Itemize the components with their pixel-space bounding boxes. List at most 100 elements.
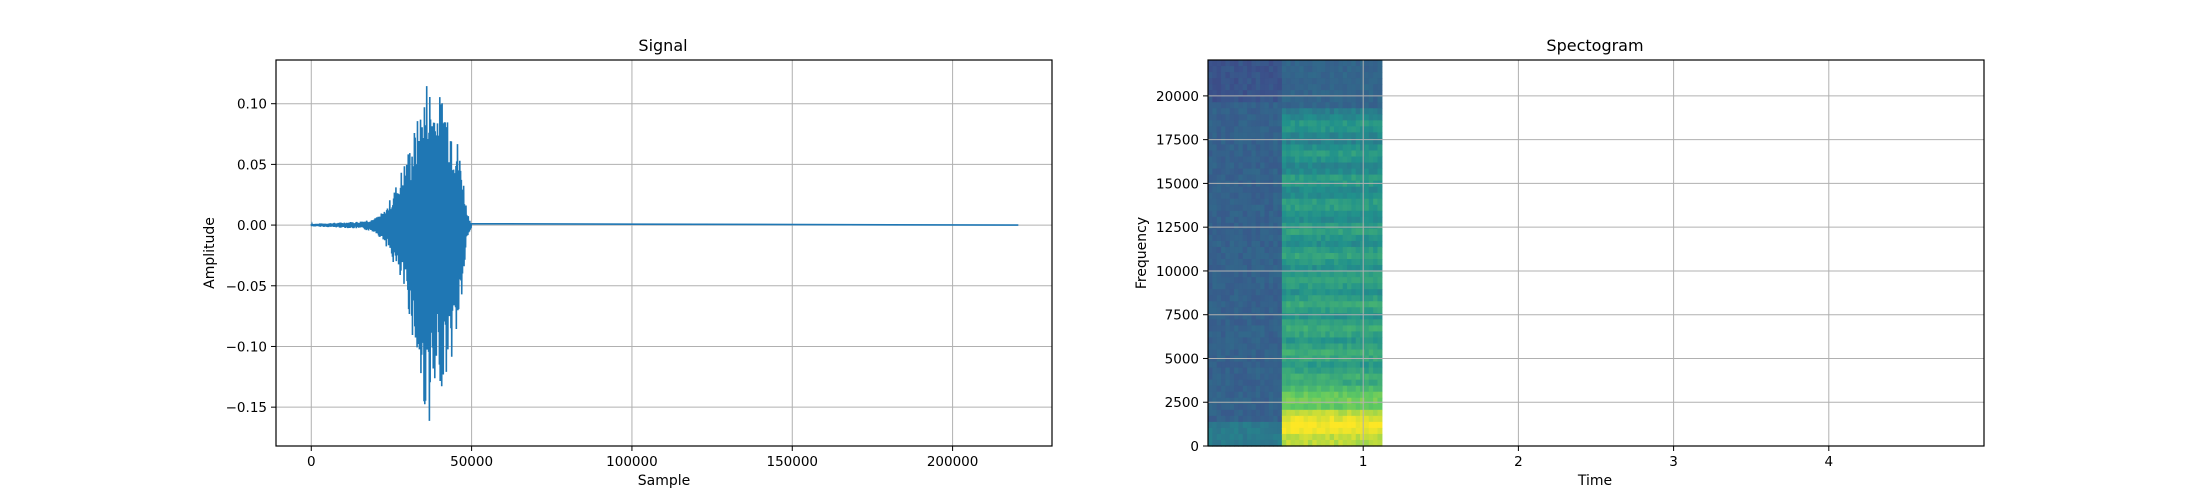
spectrogram-cell (1238, 66, 1244, 73)
spectrogram-cell (1329, 192, 1335, 200)
spectrogram-cell (1225, 295, 1231, 302)
spectrogram-cell (1238, 337, 1244, 345)
spectrogram-cell (1234, 439, 1240, 447)
spectrogram-cell (1221, 66, 1226, 73)
spectrogram-cell (1216, 391, 1222, 399)
spectrogram-cell (1312, 313, 1318, 320)
spectrogram-cell (1303, 313, 1309, 320)
spectrogram-cell (1260, 259, 1266, 266)
spectrogram-cell (1260, 174, 1266, 182)
spectrogram-cell (1225, 168, 1231, 176)
spectrogram-cell (1329, 66, 1335, 73)
spectrogram-cell (1368, 277, 1374, 284)
spectrogram-cell (1316, 222, 1322, 230)
spectrogram-cell (1247, 253, 1253, 260)
spectrogram-cell (1242, 427, 1248, 435)
spectrogram-cell (1281, 409, 1287, 417)
spectrogram-cell (1347, 283, 1353, 290)
spectrogram-cell (1255, 72, 1261, 79)
spectrogram-cell (1260, 379, 1266, 387)
spectrogram-cell (1234, 156, 1240, 164)
spectrogram-cell (1273, 162, 1279, 170)
spectrogram-cell (1290, 409, 1296, 417)
spectrogram-cell (1312, 415, 1318, 423)
spectrogram-cell (1260, 361, 1266, 369)
spectrogram-cell (1355, 132, 1361, 140)
spectrogram-cell (1281, 433, 1287, 441)
spectrogram-cell (1225, 433, 1231, 441)
spectrogram-cell (1355, 265, 1361, 272)
spectrogram-cell (1225, 222, 1231, 230)
spectrogram-cell (1229, 379, 1235, 387)
spectrogram-cell (1368, 253, 1374, 260)
spectrogram-cell (1286, 78, 1292, 85)
spectrogram-cell (1347, 204, 1353, 212)
spectrogram-cell (1316, 108, 1322, 115)
spectrogram-cell (1251, 307, 1257, 314)
spectrogram-cell (1247, 234, 1253, 242)
spectrogram-cell (1229, 114, 1235, 121)
spectrogram-cell (1290, 174, 1296, 182)
spectrogram-cell (1355, 409, 1361, 417)
spectrogram-cell (1234, 319, 1240, 326)
spectrogram-cell (1234, 234, 1240, 242)
spectrogram-cell (1360, 373, 1366, 381)
spectrogram-cell (1290, 277, 1296, 284)
spectrogram-cell (1234, 228, 1240, 236)
spectrogram-cell (1316, 343, 1322, 351)
spectrogram-cell (1377, 427, 1383, 435)
spectrogram-cell (1212, 439, 1218, 447)
spectrogram-cell (1368, 283, 1374, 290)
spectrogram-cell (1273, 289, 1279, 296)
spectrogram-cell (1360, 409, 1366, 417)
spectrogram-cell (1216, 60, 1222, 67)
spectrogram-cell (1316, 421, 1322, 429)
spectrogram-cell (1208, 265, 1213, 272)
spectrogram-cell (1342, 433, 1348, 441)
spectrogram-cell (1290, 60, 1296, 67)
spectrogram-cell (1373, 277, 1379, 284)
spectrogram-cell (1290, 307, 1296, 314)
spectrogram-cell (1373, 210, 1379, 218)
spectrogram-cell (1347, 265, 1353, 272)
spectrogram-cell (1342, 60, 1348, 67)
spectrogram-cell (1351, 373, 1357, 381)
spectrogram-cell (1221, 204, 1226, 212)
spectrogram-cell (1355, 277, 1361, 284)
spectrogram-cell (1216, 96, 1222, 103)
spectrogram-cell (1373, 397, 1379, 405)
spectrogram-cell (1277, 283, 1283, 290)
spectrogram-cell (1238, 343, 1244, 351)
spectrogram-cell (1329, 72, 1335, 79)
spectrogram-cell (1294, 210, 1300, 218)
spectrogram-cell (1368, 228, 1374, 236)
spectrogram-cell (1264, 427, 1270, 435)
spectrogram-cell (1264, 319, 1270, 326)
spectrogram-cell (1294, 78, 1300, 85)
spectrogram-cell (1347, 72, 1353, 79)
spectrogram-cell (1351, 138, 1357, 146)
spectrogram-cell (1360, 271, 1366, 278)
spectrogram-cell (1312, 240, 1318, 248)
spectrogram-cell (1251, 180, 1257, 188)
spectrogram-cell (1338, 120, 1344, 127)
spectrogram-cell (1290, 120, 1296, 127)
spectrogram-cell (1368, 66, 1374, 73)
spectrogram-cell (1273, 301, 1279, 308)
spectrogram-cell (1312, 301, 1318, 308)
spectrogram-cell (1273, 102, 1279, 109)
spectrogram-cell (1320, 391, 1326, 399)
spectrogram-cell (1281, 234, 1287, 242)
spectrogram-cell (1286, 367, 1292, 375)
spectrogram-cell (1225, 84, 1231, 91)
spectrogram-cell (1208, 313, 1213, 320)
spectrogram-cell (1229, 180, 1235, 188)
spectrogram-cell (1260, 228, 1266, 236)
spectrogram-cell (1281, 349, 1287, 357)
spectrogram-cell (1351, 228, 1357, 236)
spectrogram-cell (1268, 253, 1274, 260)
spectrogram-cell (1303, 385, 1309, 393)
spectrogram-cell (1329, 253, 1335, 260)
spectrogram-cell (1229, 265, 1235, 272)
spectrogram-cell (1273, 228, 1279, 236)
